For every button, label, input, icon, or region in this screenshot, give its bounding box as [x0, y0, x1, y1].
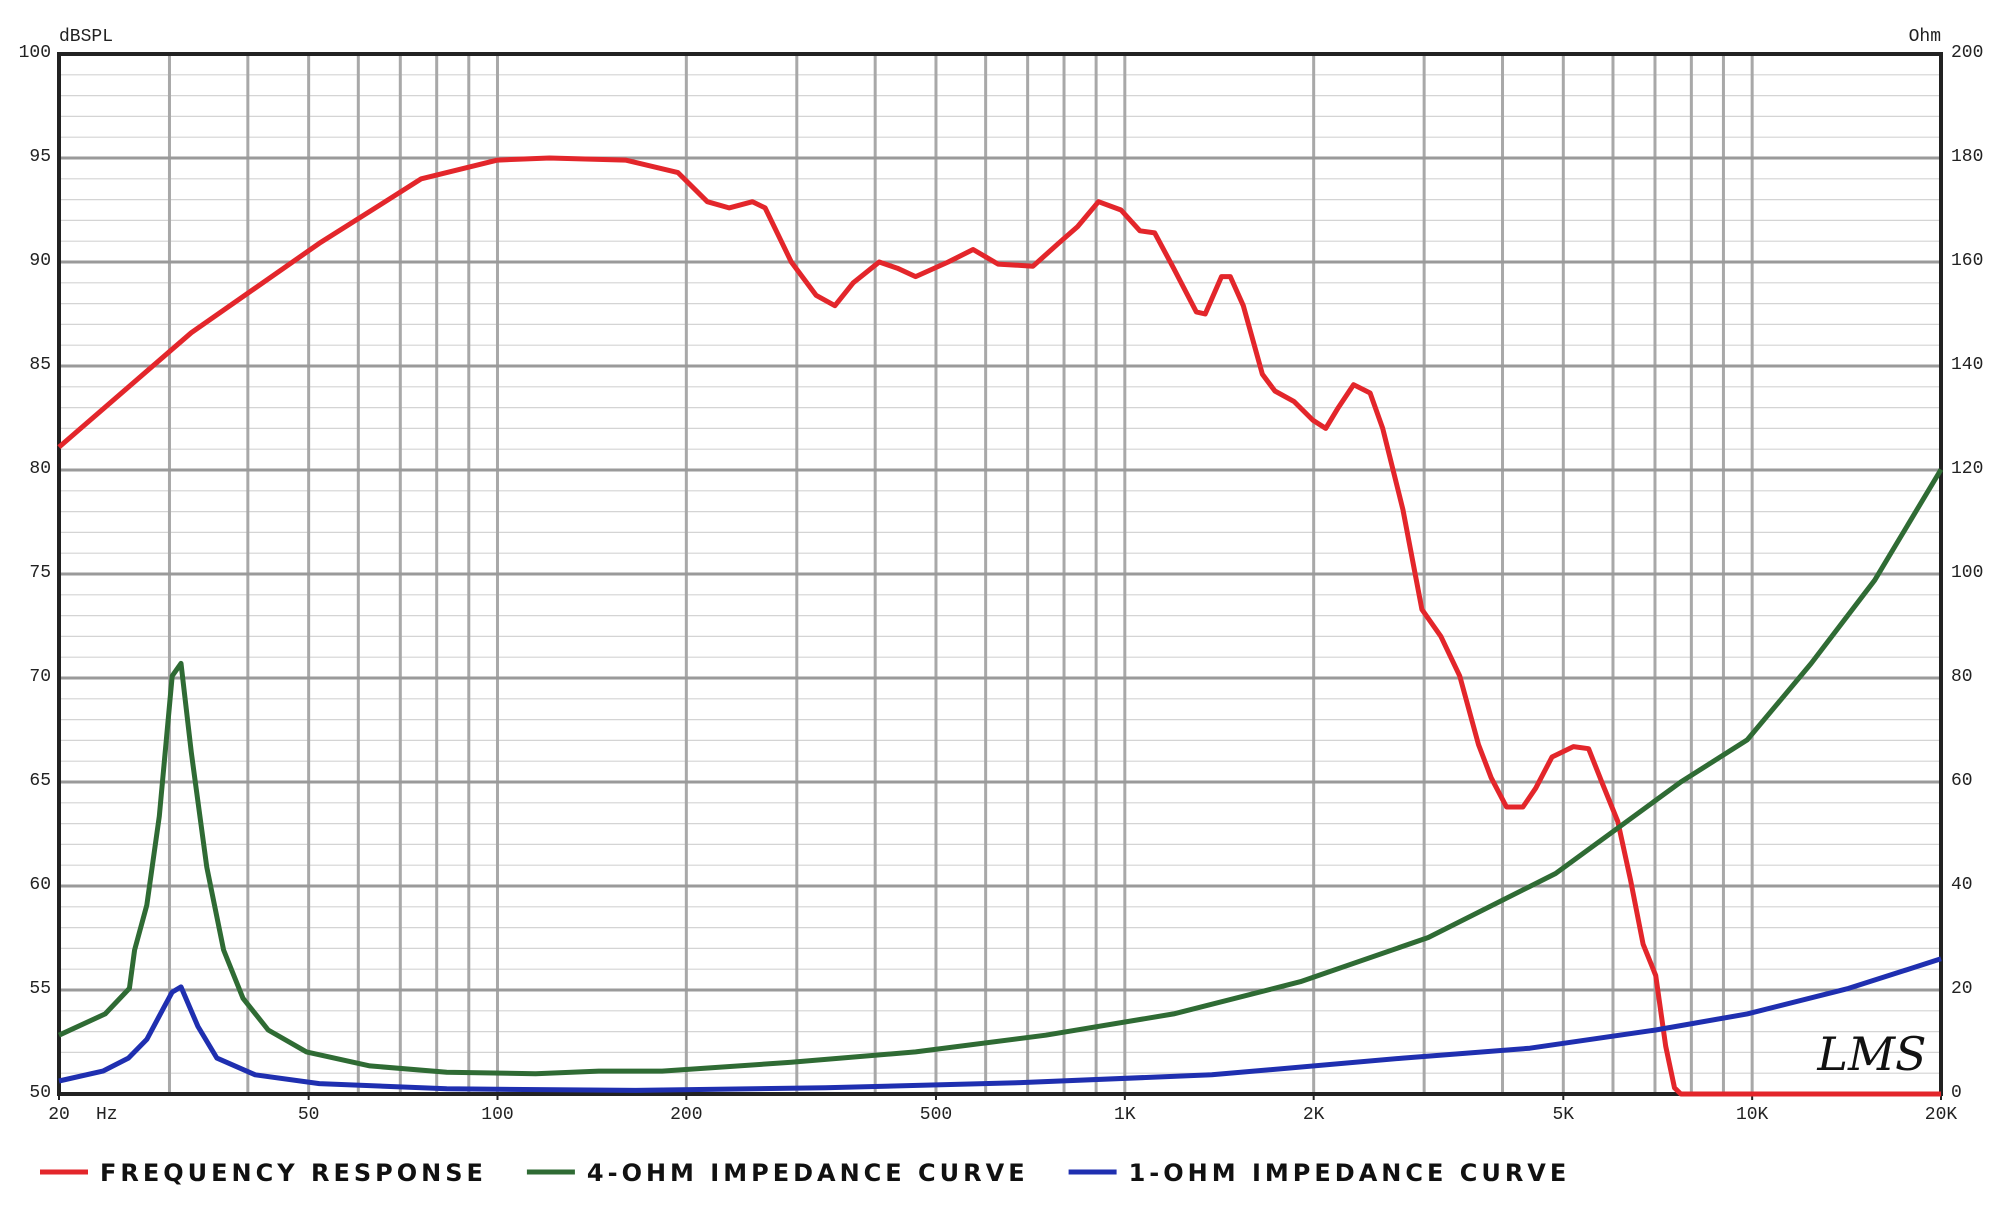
plot-frame — [57, 52, 1943, 1096]
y2-tick-label: 60 — [1951, 771, 1973, 791]
axis-labels: 50 55 60 65 70 75 80 85 90 95 100 0 20 40 60 80 100 120 14… — [19, 43, 1984, 1125]
y2-tick-label: 100 — [1951, 563, 1983, 583]
y-tick-label: 60 — [29, 875, 51, 895]
x-tick-label: 1K — [1114, 1105, 1136, 1125]
y2-tick-label: 20 — [1951, 979, 1973, 999]
y2-tick-label: 140 — [1951, 355, 1983, 375]
y-tick-label: 85 — [29, 355, 51, 375]
x-tick-label: 20 — [48, 1105, 70, 1125]
y-tick-label: 70 — [29, 667, 51, 687]
y-tick-label: 95 — [29, 147, 51, 167]
x-tick-label: 100 — [481, 1105, 513, 1125]
x-tick-label: 50 — [298, 1105, 320, 1125]
y-tick-label: 90 — [29, 251, 51, 271]
series-line — [57, 155, 1941, 1097]
series-line — [58, 956, 1942, 1093]
y2-tick-label: 180 — [1951, 147, 1983, 167]
y-tick-label: 55 — [29, 979, 51, 999]
y2-tick-label: 160 — [1951, 251, 1983, 271]
y-tick-label: 100 — [19, 43, 51, 63]
y-axis-label: dBSPL — [59, 27, 113, 47]
y2-tick-label: 0 — [1951, 1083, 1962, 1103]
x-tick-label: 20K — [1925, 1105, 1958, 1125]
legend-label: 1-OHM IMPEDANCE CURVE — [1129, 1159, 1571, 1187]
y-tick-label: 65 — [29, 771, 51, 791]
y2-axis-label: Ohm — [1909, 27, 1941, 47]
x-tick-label: 500 — [920, 1105, 952, 1125]
y2-tick-label: 200 — [1951, 43, 1983, 63]
x-tick-label: 5K — [1553, 1105, 1575, 1125]
grid — [57, 52, 1943, 1100]
series-line — [57, 468, 1944, 1077]
x-axis-label: Hz — [96, 1105, 118, 1125]
legend-label: FREQUENCY RESPONSE — [100, 1159, 487, 1187]
y-tick-label: 50 — [29, 1083, 51, 1103]
y2-tick-label: 120 — [1951, 459, 1983, 479]
legend: FREQUENCY RESPONSE 4-OHM IMPEDANCE CURVE 1… — [40, 1159, 1571, 1187]
y-tick-label: 80 — [29, 459, 51, 479]
y2-tick-label: 80 — [1951, 667, 1973, 687]
x-tick-label: 200 — [670, 1105, 702, 1125]
y2-tick-label: 40 — [1951, 875, 1973, 895]
plot-lines — [57, 155, 1944, 1097]
logo: LMS — [1816, 1027, 1926, 1081]
x-tick-label: 10K — [1736, 1105, 1769, 1125]
legend-label: 4-OHM IMPEDANCE CURVE — [587, 1159, 1029, 1187]
x-tick-label: 2K — [1303, 1105, 1325, 1125]
y-tick-label: 75 — [29, 563, 51, 583]
